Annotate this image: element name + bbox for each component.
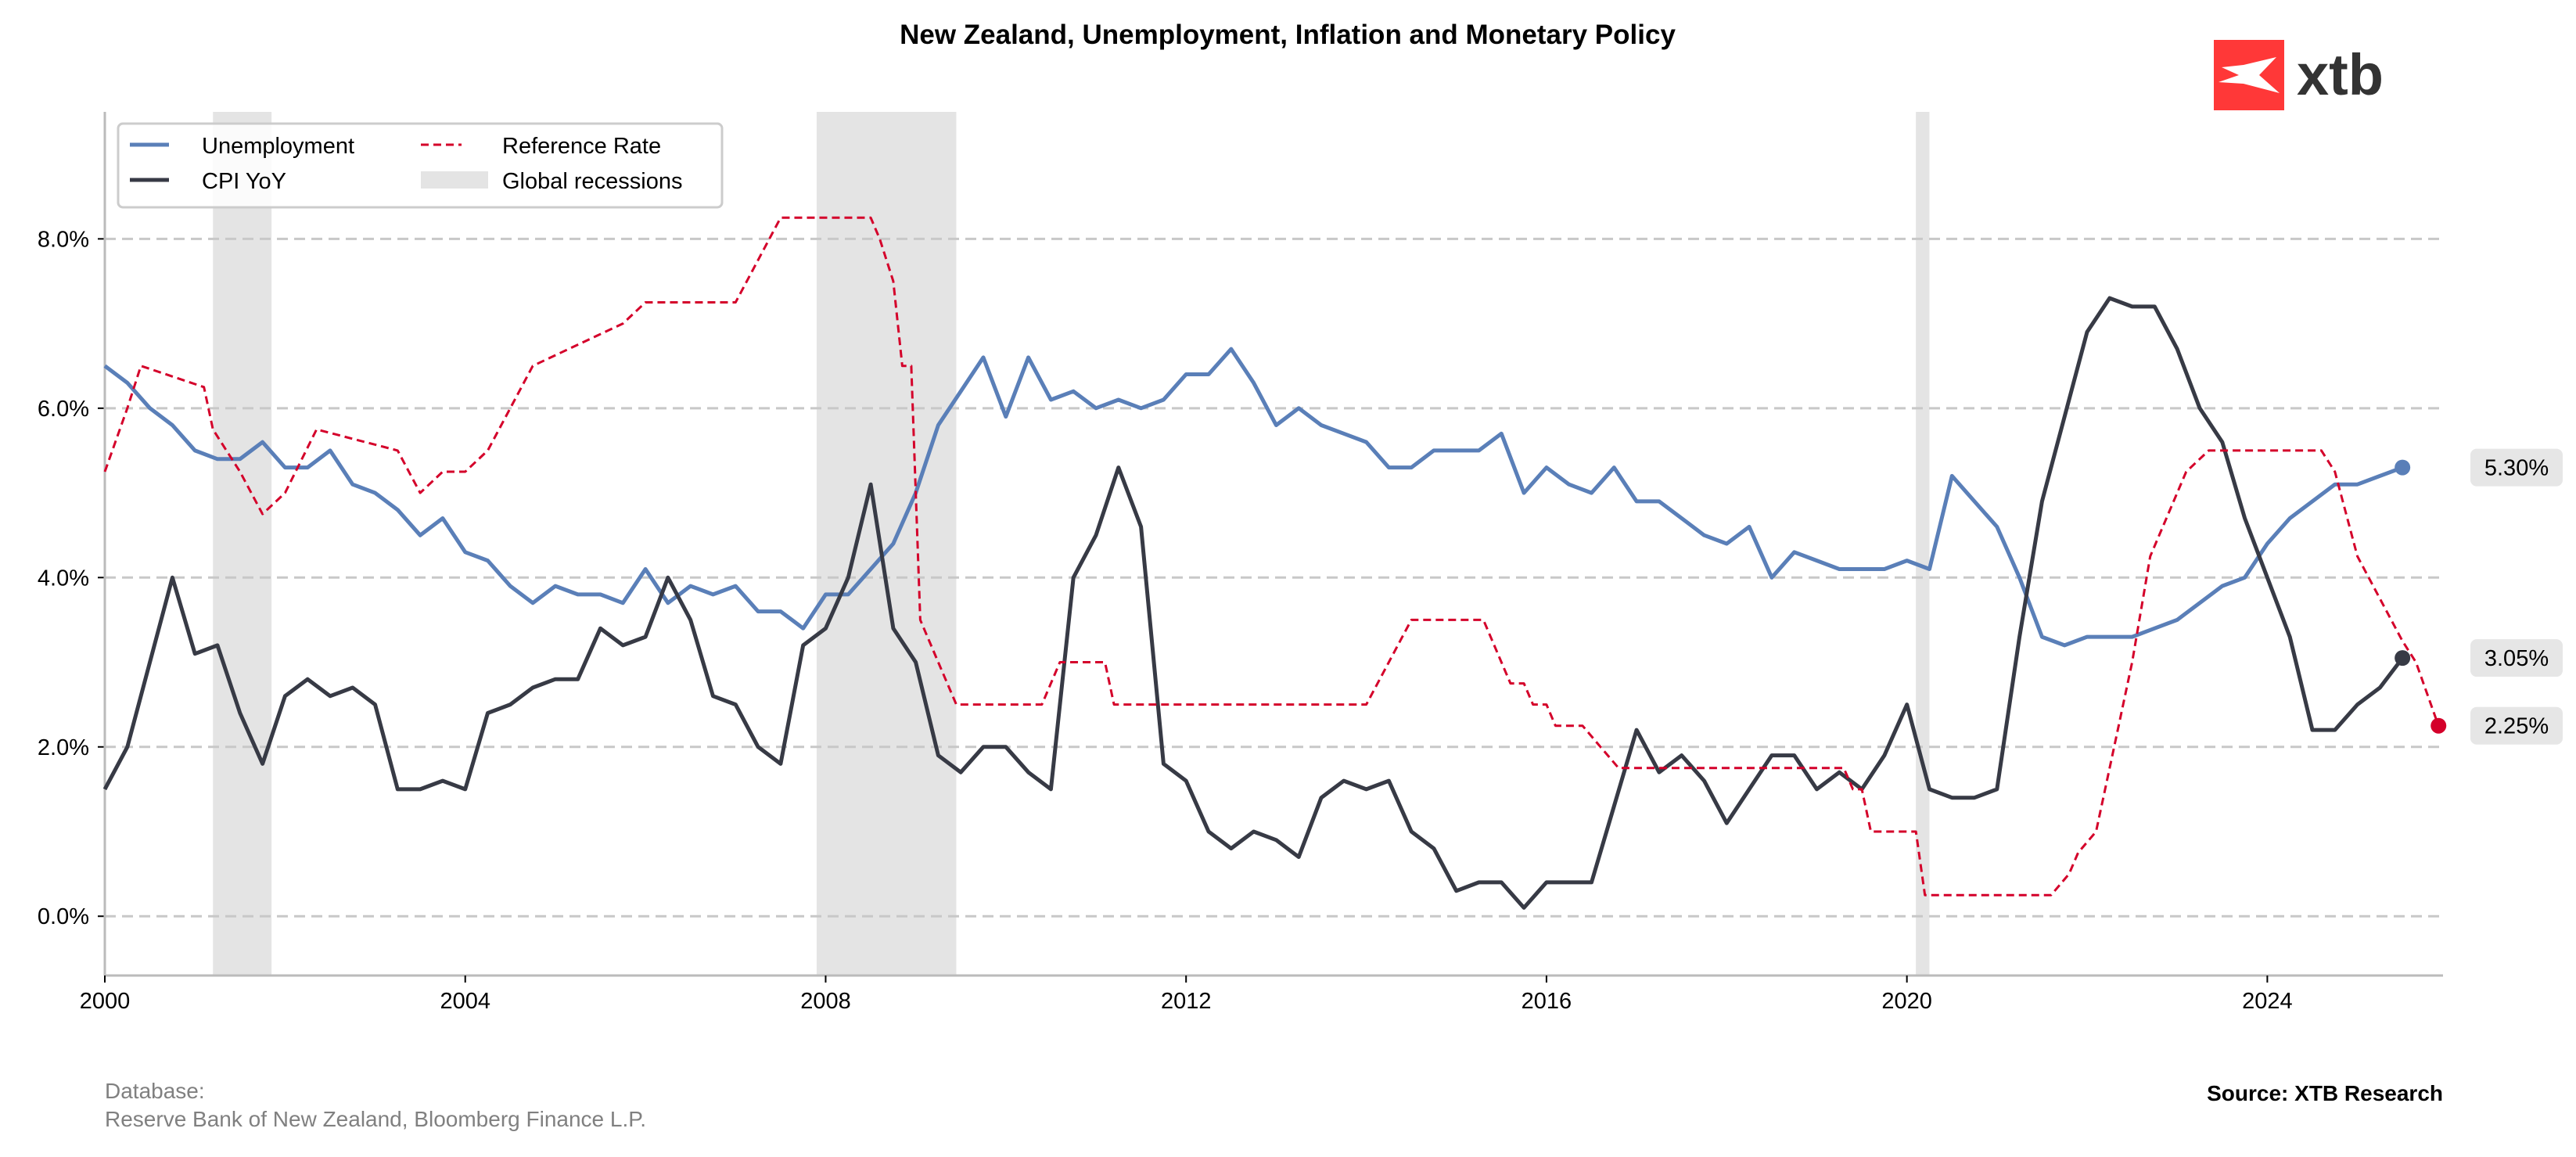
x-tick-label: 2012 (1161, 989, 1212, 1014)
end-label-unemployment: 5.30% (2484, 456, 2549, 481)
y-tick-label: 4.0% (38, 566, 89, 591)
x-tick-label: 2000 (80, 989, 131, 1014)
legend-label-reference-rate: Reference Rate (502, 134, 661, 159)
x-tick-label: 2008 (800, 989, 851, 1014)
legend-label-cpi: CPI YoY (202, 169, 286, 194)
y-tick-label: 0.0% (38, 904, 89, 929)
end-labels: 5.30% 3.05% 2.25% (2470, 448, 2563, 745)
end-label-box-cpi-yoy (2470, 639, 2563, 677)
axes: 0.0% 2.0% 4.0% 6.0% 8.0% 2000 2004 2008 2012 2016… (38, 112, 2443, 1014)
recession-band (816, 112, 957, 976)
end-marker-unemployment (2395, 459, 2411, 476)
recession-bands (213, 112, 1930, 976)
legend-frame (117, 122, 724, 209)
footer-source: Source: XTB Research (2207, 1081, 2443, 1105)
y-tick-label: 8.0% (38, 227, 89, 252)
end-label-box-reference-rate (2470, 706, 2563, 745)
y-tick-label: 2.0% (38, 735, 89, 760)
xtb-logo: xtb (2214, 40, 2384, 110)
legend-label-unemployment: Unemployment (202, 134, 354, 159)
logo-text: xtb (2297, 42, 2384, 107)
end-marker-cpi-yoy (2395, 650, 2411, 667)
recession-band (1916, 112, 1930, 976)
x-tick-label: 2016 (1522, 989, 1572, 1014)
legend-swatch-recessions (421, 171, 488, 189)
footer-database-sources: Reserve Bank of New Zealand, Bloomberg F… (105, 1107, 646, 1131)
end-label-box-unemployment (2470, 448, 2563, 487)
x-tick-label: 2004 (440, 989, 490, 1014)
gridlines (105, 237, 2443, 918)
logo-x-glyph (2219, 57, 2280, 93)
series-line-reference-rate (103, 216, 2440, 896)
y-tick-label: 6.0% (38, 397, 89, 422)
series-line-cpi-yoy (102, 296, 2405, 910)
series-line-unemployment (103, 347, 2404, 648)
end-label-cpi-yoy: 3.05% (2484, 646, 2549, 671)
end-label-reference-rate: 2.25% (2484, 714, 2549, 739)
chart-title: New Zealand, Unemployment, Inflation and… (900, 20, 1676, 50)
legend: Unemployment CPI YoY Reference Rate Glob… (117, 122, 724, 209)
x-tick-label: 2024 (2242, 989, 2293, 1014)
footer-database-label: Database: (105, 1079, 205, 1103)
x-tick-label: 2020 (1881, 989, 1932, 1014)
series-lines (102, 216, 2447, 910)
end-marker-reference-rate (2430, 717, 2447, 734)
legend-label-recessions: Global recessions (502, 169, 683, 194)
recession-band (213, 112, 272, 976)
